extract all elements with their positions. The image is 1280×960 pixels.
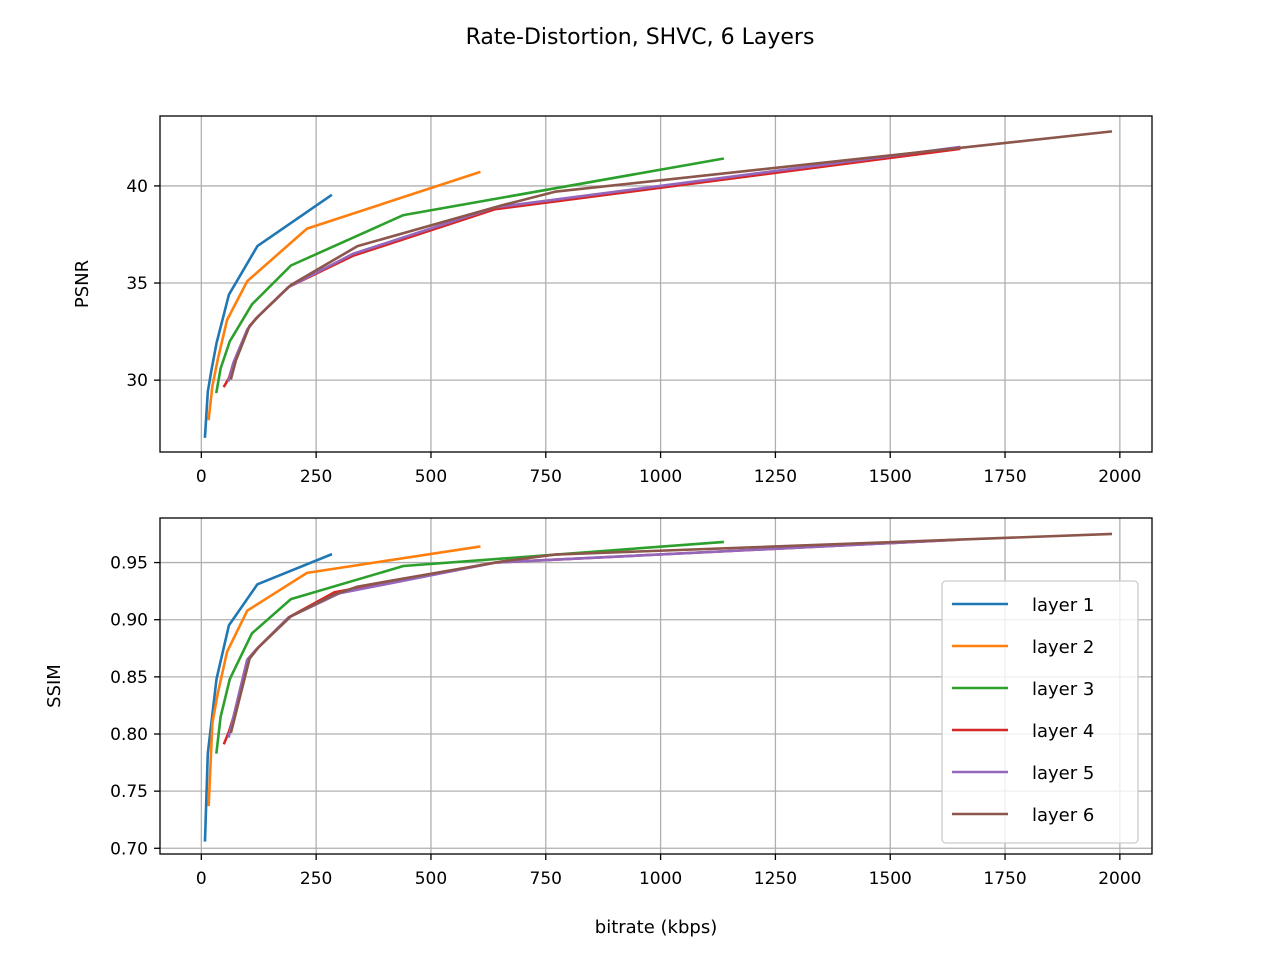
psnr-y-tick-label: 30 — [126, 371, 148, 391]
psnr-x-tick-label: 2000 — [1098, 467, 1141, 487]
psnr-series-line-layer-1 — [203, 193, 333, 438]
ssim-series-line-layer-6 — [229, 532, 1113, 734]
ssim-subplot: 0 250 500 750 1000 1250 1500 1750 2000 0.70 0.75 0.… — [44, 517, 1153, 938]
psnr-subplot: 025050075010001250150017502000303540bitr… — [72, 115, 1153, 536]
psnr-x-tick-label: 1500 — [869, 467, 912, 487]
ssim-series-group — [203, 532, 1113, 842]
psnr-y-axis-label: PSNR — [72, 260, 93, 308]
ssim-legend-label: layer 6 — [1032, 805, 1094, 826]
ssim-y-axis-label: SSIM — [44, 664, 65, 708]
ssim-x-tick-label: 1500 — [869, 869, 912, 889]
psnr-x-tick-label: 250 — [300, 467, 332, 487]
ssim-legend-label: layer 2 — [1032, 637, 1094, 658]
psnr-x-tick-label: 0 — [196, 467, 207, 487]
ssim-x-tick-label: 1000 — [639, 869, 682, 889]
ssim-legend-label: layer 1 — [1032, 595, 1094, 616]
ssim-y-tick-label: 0.80 — [110, 725, 148, 745]
psnr-y-tick-label: 35 — [126, 274, 148, 294]
ssim-legend-label: layer 5 — [1032, 763, 1094, 784]
ssim-x-tick-label: 250 — [300, 869, 332, 889]
ssim-y-tick-label: 0.90 — [110, 611, 148, 631]
ssim-legend-label: layer 4 — [1032, 721, 1094, 742]
ssim-x-tick-label: 1250 — [754, 869, 797, 889]
ssim-x-tick-label: 1750 — [983, 869, 1026, 889]
ssim-x-tick-label: 2000 — [1098, 869, 1141, 889]
ssim-y-tick-label: 0.70 — [110, 839, 148, 859]
psnr-x-tick-label: 750 — [530, 467, 562, 487]
psnr-series-line-layer-6 — [229, 130, 1113, 380]
ssim-x-axis-label: bitrate (kbps) — [595, 917, 717, 938]
ssim-axes-frame — [159, 517, 1153, 855]
psnr-x-tick-label: 1000 — [639, 467, 682, 487]
ssim-y-tick-label: 0.95 — [110, 554, 148, 574]
psnr-grid — [160, 116, 1152, 452]
ssim-series-line-layer-3 — [215, 540, 724, 754]
ssim-y-tick-label: 0.85 — [110, 668, 148, 688]
ssim-series-line-layer-2 — [207, 545, 481, 807]
psnr-series-group — [203, 130, 1113, 438]
ssim-x-tick-label: 500 — [415, 869, 447, 889]
figure-title: Rate-Distortion, SHVC, 6 Layers — [466, 25, 815, 50]
psnr-y-tick-label: 40 — [126, 177, 148, 197]
psnr-axes-frame — [159, 115, 1153, 453]
psnr-series-line-layer-2 — [207, 170, 481, 421]
psnr-x-tick-label: 500 — [415, 467, 447, 487]
psnr-x-tick-label: 1250 — [754, 467, 797, 487]
ssim-y-tick-label: 0.75 — [110, 782, 148, 802]
ssim-legend: layer 1 layer 2 layer 3 layer 4 layer 5 layer… — [941, 580, 1139, 844]
ssim-legend-label: layer 3 — [1032, 679, 1094, 700]
psnr-series-line-layer-4 — [222, 147, 961, 388]
ssim-x-tick-label: 750 — [530, 869, 562, 889]
psnr-series-line-layer-3 — [214, 157, 725, 394]
psnr-x-tick-label: 1750 — [983, 467, 1026, 487]
ssim-legend-box — [941, 580, 1139, 844]
ssim-series-line-layer-1 — [203, 552, 333, 842]
ssim-x-tick-label: 0 — [196, 869, 207, 889]
